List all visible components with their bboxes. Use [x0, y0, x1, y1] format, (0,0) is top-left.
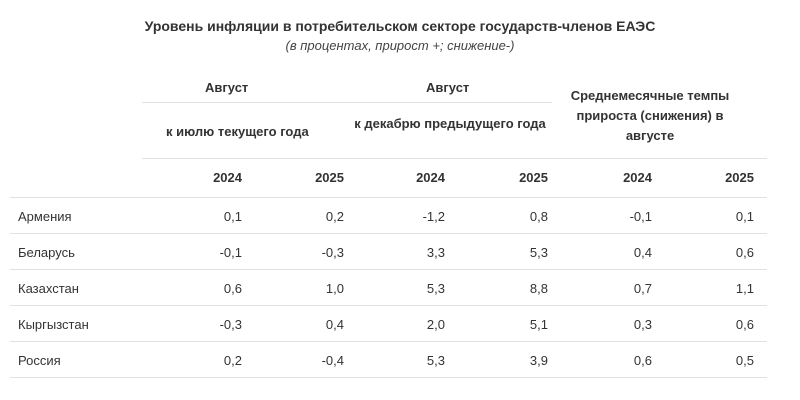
table-cell: 8,8	[529, 281, 548, 296]
table-cell: 0,6	[633, 353, 652, 368]
table-cell: -0,3	[219, 317, 242, 332]
table-cell: -0,1	[629, 209, 652, 224]
table-cell: 0,2	[325, 209, 344, 224]
table-cell: 0,3	[633, 317, 652, 332]
group-divider	[142, 102, 552, 103]
year-header: 2025	[725, 170, 754, 185]
table-cell: -1,2	[422, 209, 445, 224]
table-cell: 0,2	[223, 353, 242, 368]
subheader-december: к декабрю предыдущего года	[354, 116, 546, 131]
row-divider	[10, 341, 767, 342]
table-cell: 5,3	[426, 281, 445, 296]
table-row: Беларусь -0,1 -0,3 3,3 5,3 0,4 0,6	[0, 233, 800, 269]
table-cell: 5,3	[529, 245, 548, 260]
country-name: Россия	[18, 353, 61, 368]
table-row: Кыргызстан -0,3 0,4 2,0 5,1 0,3 0,6	[0, 305, 800, 341]
table-cell: 0,6	[735, 245, 754, 260]
year-header: 2024	[416, 170, 445, 185]
table-cell: -0,3	[321, 245, 344, 260]
group-header-august-1: Август	[205, 80, 249, 95]
table-cell: 0,4	[325, 317, 344, 332]
table-cell: 3,9	[529, 353, 548, 368]
table-cell: 0,6	[735, 317, 754, 332]
subheader-july: к июлю текущего года	[166, 124, 309, 139]
row-divider	[10, 269, 767, 270]
table-cell: 0,5	[735, 353, 754, 368]
table-cell: 1,1	[735, 281, 754, 296]
table-cell: 0,1	[735, 209, 754, 224]
table-cell: 5,3	[426, 353, 445, 368]
table-cell: 1,0	[325, 281, 344, 296]
table-cell: 0,6	[223, 281, 242, 296]
table-row: Казахстан 0,6 1,0 5,3 8,8 0,7 1,1	[0, 269, 800, 305]
row-divider	[10, 377, 767, 378]
country-name: Кыргызстан	[18, 317, 89, 332]
year-header: 2024	[213, 170, 242, 185]
table-row: Россия 0,2 -0,4 5,3 3,9 0,6 0,5	[0, 341, 800, 377]
year-header: 2024	[623, 170, 652, 185]
table-cell: 2,0	[426, 317, 445, 332]
table-cell: 0,4	[633, 245, 652, 260]
table-cell: -0,4	[321, 353, 344, 368]
header-divider	[10, 197, 767, 198]
subheader-monthly-average: Среднемесячные темпы прироста (снижения)…	[570, 88, 730, 143]
country-name: Казахстан	[18, 281, 79, 296]
table-cell: 0,8	[529, 209, 548, 224]
table-cell: 5,1	[529, 317, 548, 332]
table-title: Уровень инфляции в потребительском секто…	[144, 18, 656, 34]
table-cell: 0,1	[223, 209, 242, 224]
table-cell: 3,3	[426, 245, 445, 260]
row-divider	[10, 305, 767, 306]
group-header-august-2: Август	[426, 80, 470, 95]
table-subtitle: (в процентах, прирост +; снижение-)	[285, 38, 515, 53]
country-name: Армения	[18, 209, 72, 224]
country-name: Беларусь	[18, 245, 75, 260]
subheader-divider	[142, 158, 767, 159]
table-cell: -0,1	[219, 245, 242, 260]
table-cell: 0,7	[633, 281, 652, 296]
row-divider	[10, 233, 767, 234]
table-row: Армения 0,1 0,2 -1,2 0,8 -0,1 0,1	[0, 197, 800, 233]
year-header: 2025	[519, 170, 548, 185]
year-header: 2025	[315, 170, 344, 185]
